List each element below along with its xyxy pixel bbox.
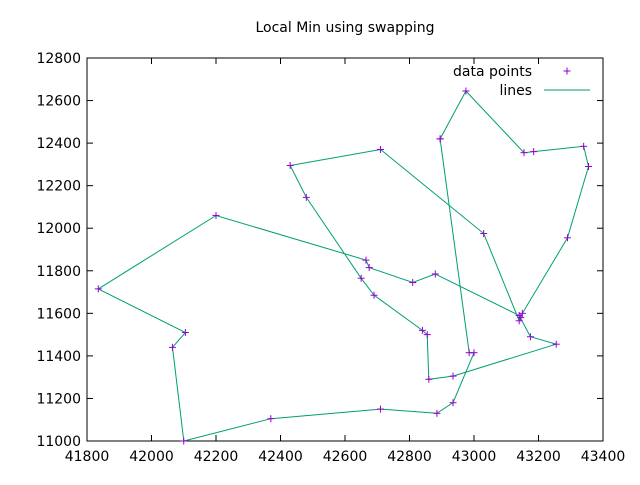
legend-label-lines: lines — [499, 83, 532, 99]
y-tick-label: 12000 — [36, 221, 81, 237]
x-tick-label: 42800 — [387, 449, 432, 465]
y-tick-label: 11600 — [36, 306, 81, 322]
data-point — [212, 211, 220, 219]
data-point — [580, 142, 588, 150]
data-point — [520, 149, 528, 157]
x-tick-label: 43000 — [452, 449, 497, 465]
legend-label-data-points: data points — [453, 64, 532, 80]
data-point — [302, 193, 310, 201]
data-point — [168, 343, 176, 351]
data-point — [515, 311, 523, 319]
data-point — [286, 161, 294, 169]
chart-title: Local Min using swapping — [255, 20, 434, 36]
data-point — [94, 285, 102, 293]
data-point — [480, 230, 488, 238]
x-tick-label: 43400 — [581, 449, 626, 465]
data-point — [462, 87, 470, 95]
x-tick-label: 43200 — [516, 449, 561, 465]
data-point — [418, 326, 426, 334]
data-point — [564, 234, 572, 242]
data-point — [267, 415, 275, 423]
series-data-points — [94, 87, 592, 445]
y-tick-label: 11000 — [36, 434, 81, 450]
data-point — [530, 148, 538, 156]
y-tick-label: 11800 — [36, 264, 81, 280]
data-point — [409, 278, 417, 286]
y-tick-label: 12600 — [36, 94, 81, 110]
legend-plus-marker — [563, 67, 571, 75]
data-point — [449, 372, 457, 380]
x-tick-label: 42200 — [194, 449, 239, 465]
y-tick-label: 11200 — [36, 391, 81, 407]
data-point — [436, 135, 444, 143]
data-point — [357, 274, 365, 282]
axis-ticks: 41800 42000 42200 42400 42600 42800 43000 43200… — [36, 51, 625, 465]
data-point — [552, 340, 560, 348]
data-point — [376, 145, 384, 153]
data-point — [362, 256, 370, 264]
data-point — [425, 375, 433, 383]
data-point — [584, 163, 592, 171]
data-point — [465, 349, 473, 357]
data-point — [376, 405, 384, 413]
legend-marker-data-points — [563, 67, 571, 75]
data-point — [370, 291, 378, 299]
x-tick-label: 42000 — [129, 449, 174, 465]
legend: data points lines — [453, 64, 590, 99]
data-point — [423, 331, 431, 339]
x-tick-label: 42400 — [258, 449, 303, 465]
y-tick-label: 12200 — [36, 179, 81, 195]
data-point — [180, 437, 188, 445]
x-tick-label: 41800 — [65, 449, 110, 465]
y-tick-label: 12400 — [36, 136, 81, 152]
data-point — [431, 270, 439, 278]
data-point — [526, 333, 534, 341]
data-point — [449, 399, 457, 407]
y-tick-label: 11400 — [36, 349, 81, 365]
data-point — [365, 264, 373, 272]
x-tick-label: 42600 — [323, 449, 368, 465]
data-point — [433, 409, 441, 417]
data-point — [181, 328, 189, 336]
y-tick-label: 12800 — [36, 51, 81, 67]
